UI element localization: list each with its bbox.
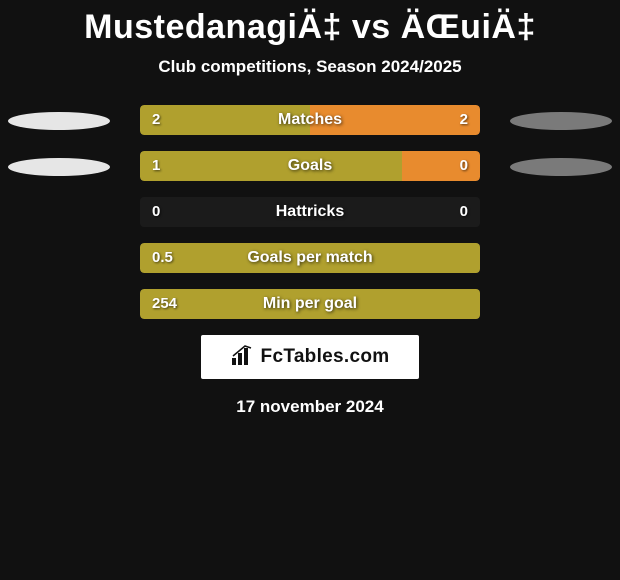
metric-label: Hattricks [140, 197, 480, 227]
metric-row: 22Matches [0, 105, 620, 135]
bar-track: 22Matches [140, 105, 480, 135]
page-title: MustedanagiÄ‡ vs ÄŒuiÄ‡ [0, 8, 620, 47]
logo-text: FcTables.com [261, 346, 390, 368]
metric-label: Min per goal [140, 289, 480, 319]
metric-label: Goals [140, 151, 480, 181]
comparison-chart: 22Matches 10Goals 00Hattricks 0.5Goals per … [0, 105, 620, 319]
bar-track: 00Hattricks [140, 197, 480, 227]
metric-row: 0.5Goals per match [0, 243, 620, 273]
left-player-marker [8, 112, 110, 130]
bar-chart-icon [231, 344, 253, 371]
metric-row: 10Goals [0, 151, 620, 181]
right-player-marker [510, 158, 612, 176]
metric-row: 00Hattricks [0, 197, 620, 227]
page-subtitle: Club competitions, Season 2024/2025 [0, 57, 620, 77]
as-of-date: 17 november 2024 [0, 397, 620, 417]
metric-label: Matches [140, 105, 480, 135]
left-player-marker [8, 158, 110, 176]
right-player-marker [510, 112, 612, 130]
metric-label: Goals per match [140, 243, 480, 273]
bar-track: 10Goals [140, 151, 480, 181]
bar-track: 254Min per goal [140, 289, 480, 319]
site-logo: FcTables.com [201, 335, 419, 379]
metric-row: 254Min per goal [0, 289, 620, 319]
bar-track: 0.5Goals per match [140, 243, 480, 273]
